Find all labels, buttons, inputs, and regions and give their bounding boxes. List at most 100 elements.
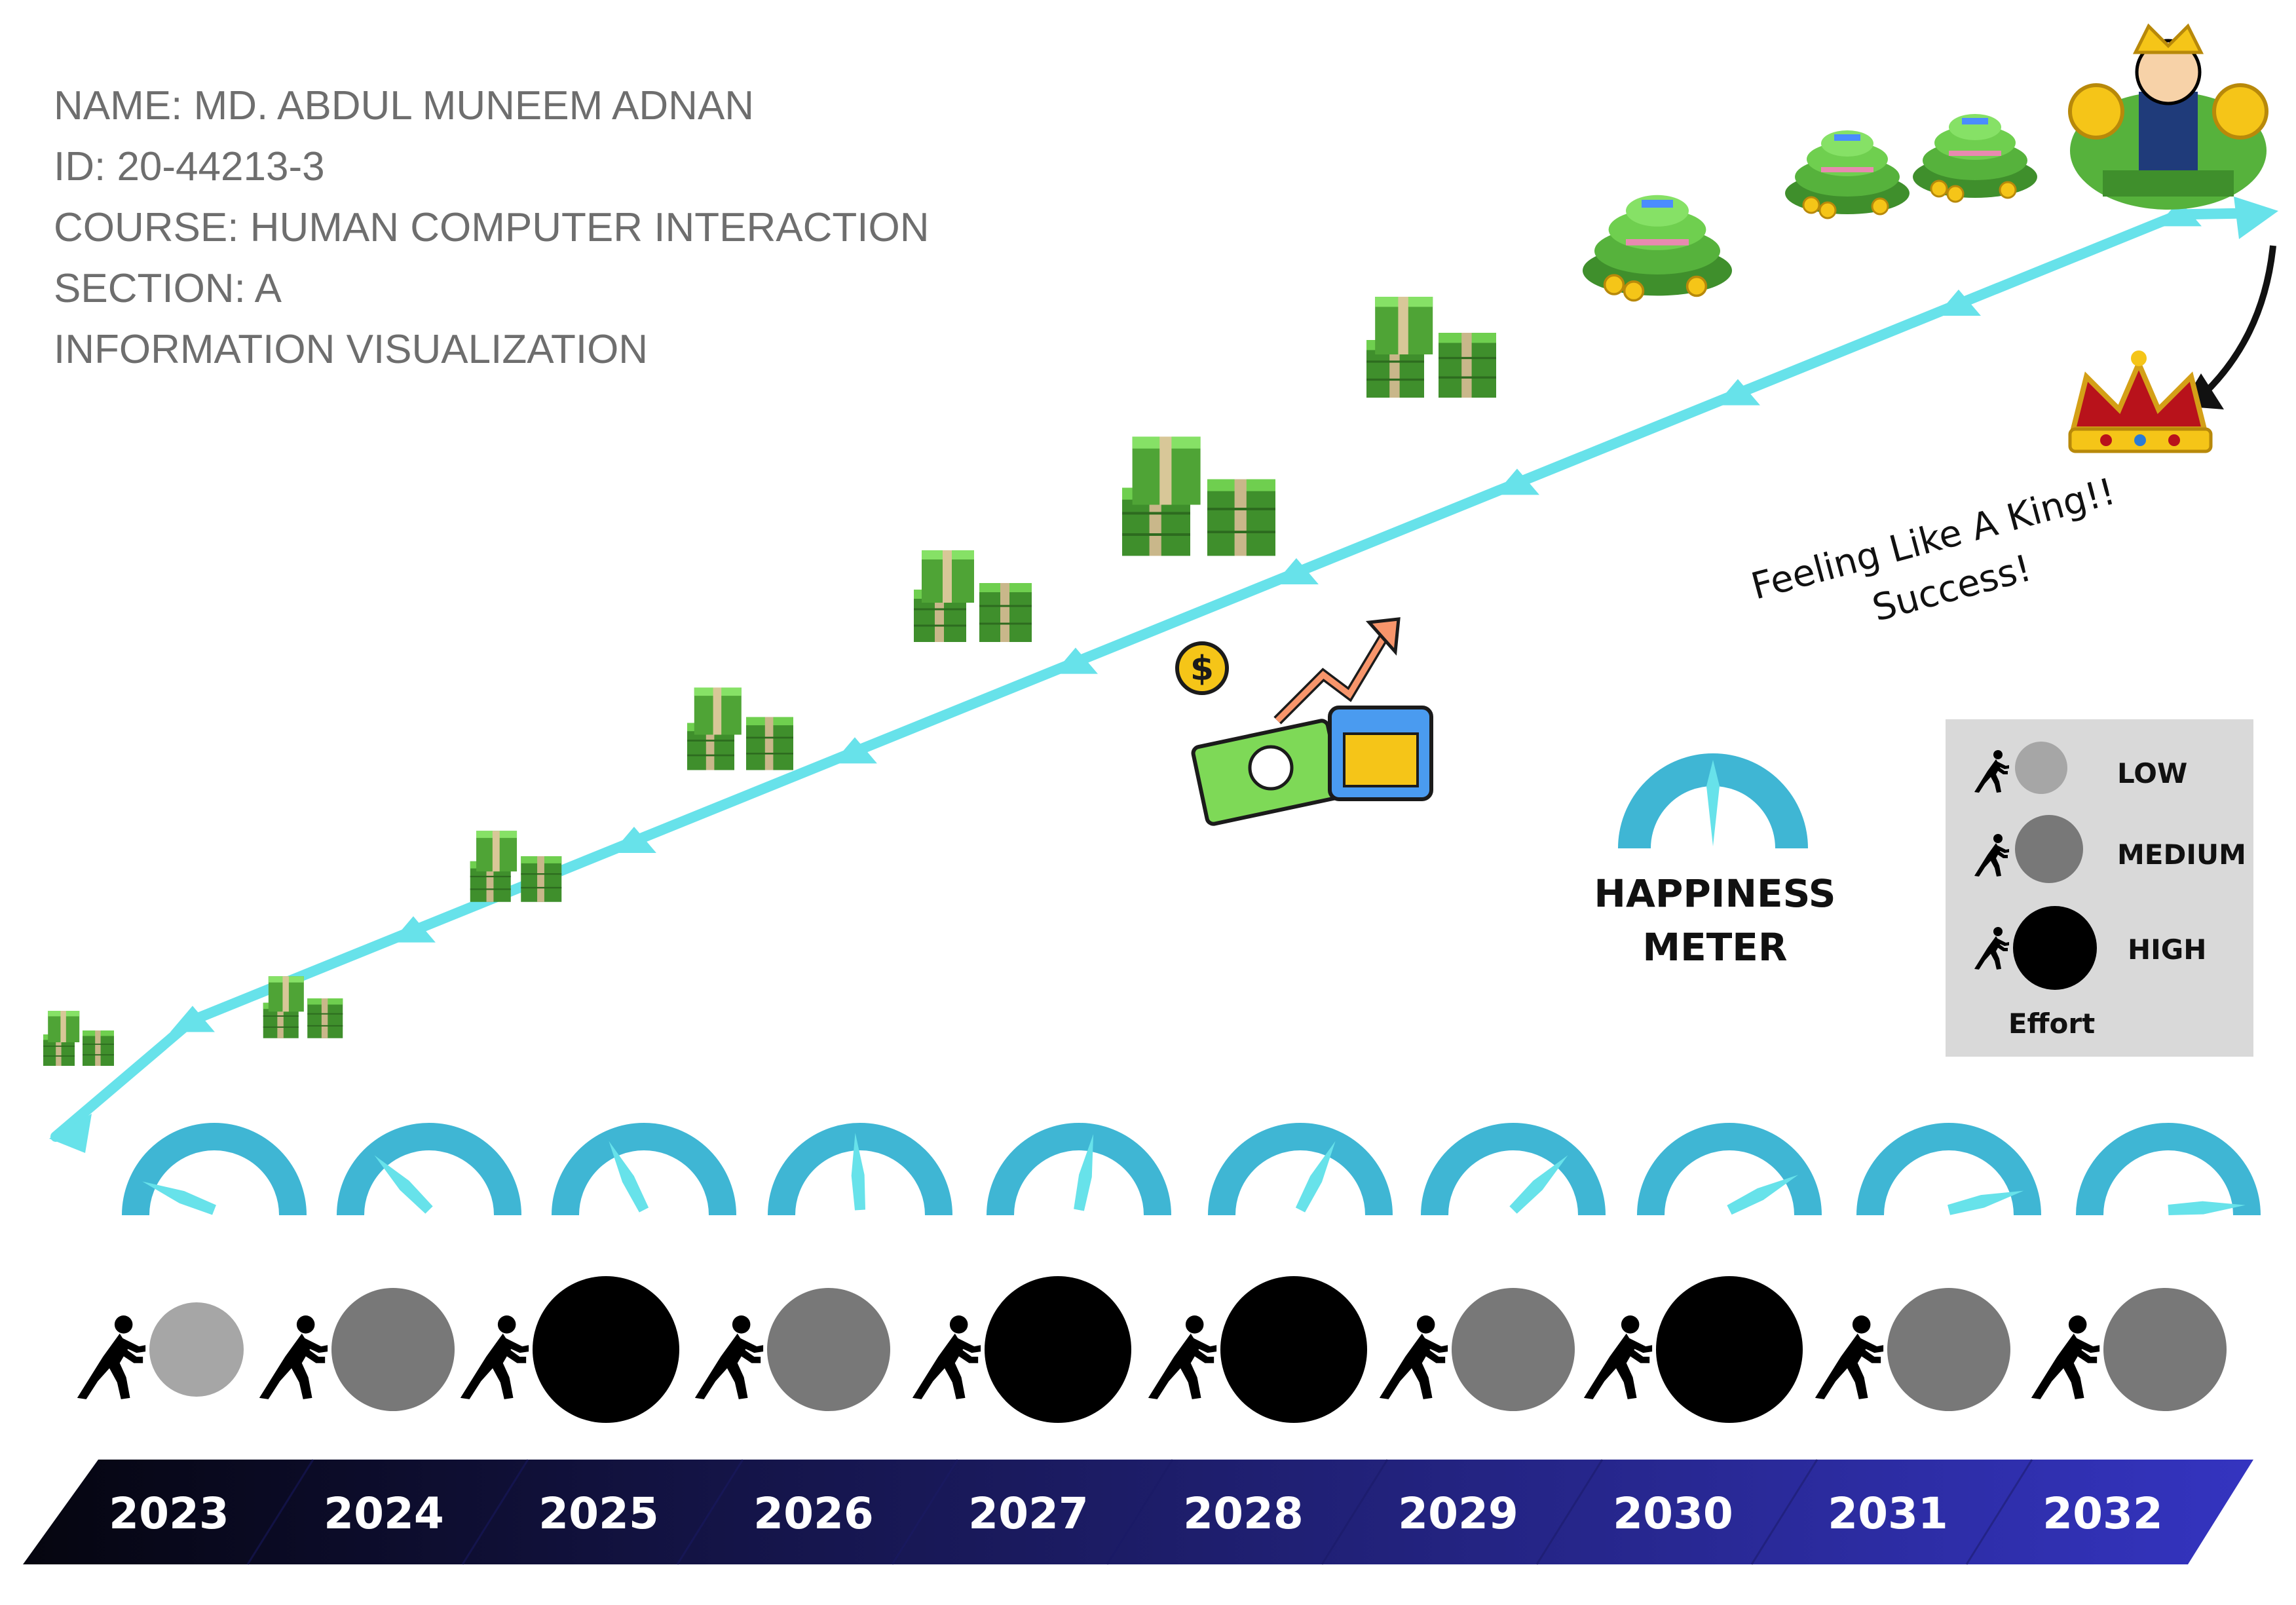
pushing-person-icon — [77, 1315, 146, 1399]
trend-point-2023 — [170, 1006, 215, 1032]
effort-circle-2023 — [149, 1302, 244, 1397]
money-stack-icon — [1911, 113, 2039, 203]
gauge-arc — [987, 1123, 1171, 1216]
legend-high-label: HIGH — [2128, 934, 2206, 966]
pushing-person-icon — [1148, 1315, 1217, 1399]
pushing-person-icon — [1583, 1315, 1653, 1399]
gauge-needle — [1295, 1141, 1336, 1213]
trend-point-2032 — [2156, 200, 2202, 227]
trend-point-2028 — [1273, 558, 1319, 584]
gauge-needle — [1948, 1190, 2024, 1215]
info-name: NAME: MD. ABDUL MUNEEM ADNAN — [54, 83, 754, 128]
effort-circle-2025 — [533, 1276, 679, 1423]
gauge-needle — [609, 1141, 649, 1213]
trend-point-2027 — [1053, 647, 1098, 674]
effort-circle-2031 — [1887, 1288, 2010, 1411]
timeline-divider — [1321, 1459, 1389, 1565]
happiness-gauge-2026 — [768, 1123, 952, 1216]
pushing-person-icon — [912, 1315, 981, 1399]
gauge-arc — [122, 1123, 307, 1216]
crown-icon — [2068, 350, 2213, 453]
info-block: NAME: MD. ABDUL MUNEEM ADNAN ID: 20-4421… — [54, 83, 929, 372]
timeline-divider — [1535, 1459, 1604, 1565]
effort-row — [77, 1276, 2227, 1423]
legend-low-label: LOW — [2117, 757, 2187, 789]
arrow-to-crown — [2195, 245, 2276, 402]
year-label-2029: 2029 — [1398, 1488, 1518, 1539]
effort-circle-2024 — [331, 1288, 455, 1411]
svg-text:$: $ — [1190, 649, 1214, 689]
pushing-person-icon — [694, 1315, 764, 1399]
happiness-meter-legend: HAPPINESS METER — [1594, 753, 1836, 970]
happiness-gauge-2029 — [1421, 1123, 1606, 1216]
legend-low-swatch — [2015, 742, 2067, 794]
happiness-gauge-2031 — [1856, 1123, 2041, 1216]
effort-circle-2030 — [1656, 1276, 1803, 1423]
trend-point-2031 — [1936, 290, 1981, 316]
pushing-person-icon — [460, 1315, 529, 1399]
year-timeline: 2023 2024 2025 2026 2027 2028 2029 2030 2031 2032 — [23, 1459, 2253, 1565]
timeline-divider — [676, 1459, 744, 1565]
trend-point-2025 — [611, 827, 656, 853]
gauge-needle — [1074, 1134, 1094, 1211]
year-label-2023: 2023 — [109, 1488, 229, 1539]
trend-point-2026 — [832, 737, 877, 764]
info-course: COURSE: HUMAN COMPUTER INTERACTION — [54, 205, 929, 250]
timeline-divider — [1106, 1459, 1174, 1565]
gauge-arc — [337, 1123, 521, 1216]
happiness-gauge-2025 — [552, 1123, 736, 1216]
legend-gauge-needle — [1706, 760, 1720, 846]
happiness-gauge-2024 — [337, 1123, 521, 1216]
trend-line — [50, 208, 2272, 1142]
money-stack-icon — [913, 549, 1033, 643]
happiness-gauge-2023 — [122, 1123, 307, 1216]
pushing-person-icon — [1379, 1315, 1448, 1399]
year-label-2030: 2030 — [1613, 1488, 1733, 1539]
money-stack-icon — [42, 1010, 115, 1067]
legend-high-swatch — [2013, 906, 2097, 990]
money-stack-icon — [262, 975, 344, 1039]
happiness-gauge-2028 — [1208, 1123, 1393, 1216]
info-section: SECTION: A — [54, 266, 282, 311]
trend-point-2030 — [1715, 379, 1760, 406]
trend-point-2024 — [390, 916, 436, 943]
timeline-divider — [461, 1459, 529, 1565]
timeline-divider — [1750, 1459, 1818, 1565]
gauge-arc — [2076, 1123, 2261, 1216]
gauge-needle — [1727, 1175, 1799, 1215]
year-label-2031: 2031 — [1828, 1488, 1948, 1539]
money-stack-icon — [686, 686, 795, 772]
financial-growth-icon: $ — [1175, 617, 1433, 826]
happiness-gauge-2027 — [987, 1123, 1171, 1216]
effort-legend-box — [1946, 719, 2253, 1057]
timeline-divider — [1965, 1459, 2033, 1565]
effort-circle-2027 — [985, 1276, 1131, 1423]
year-label-2025: 2025 — [538, 1488, 659, 1539]
info-id: ID: 20-44213-3 — [54, 144, 325, 189]
legend-effort-caption: Effort — [2008, 1008, 2095, 1040]
gauge-arc — [1637, 1123, 1822, 1216]
year-label-2028: 2028 — [1183, 1488, 1304, 1539]
year-label-2026: 2026 — [753, 1488, 874, 1539]
money-stack-icon — [1122, 437, 1275, 556]
legend-medium-swatch — [2015, 815, 2083, 883]
gauge-needle — [374, 1155, 433, 1214]
timeline-divider — [891, 1459, 959, 1565]
timeline-divider — [246, 1459, 314, 1565]
effort-circle-2032 — [2103, 1288, 2227, 1411]
happiness-gauges — [122, 1123, 2261, 1216]
rich-king-icon — [2068, 23, 2268, 210]
effort-circle-2026 — [767, 1288, 890, 1411]
trend-line-layer — [49, 197, 2278, 1153]
pushing-person-icon — [1815, 1315, 1884, 1399]
pushing-person-icon — [2031, 1315, 2100, 1399]
happiness-gauge-2032 — [2076, 1123, 2261, 1216]
gauge-arc — [768, 1123, 952, 1216]
pushing-person-icon — [259, 1315, 328, 1399]
gauge-needle — [1509, 1155, 1568, 1214]
effort-legend: LOW MEDIUM HIGH Effort — [1946, 719, 2253, 1057]
gauge-arc — [1856, 1123, 2041, 1216]
year-label-2027: 2027 — [968, 1488, 1089, 1539]
effort-circle-2028 — [1220, 1276, 1367, 1423]
